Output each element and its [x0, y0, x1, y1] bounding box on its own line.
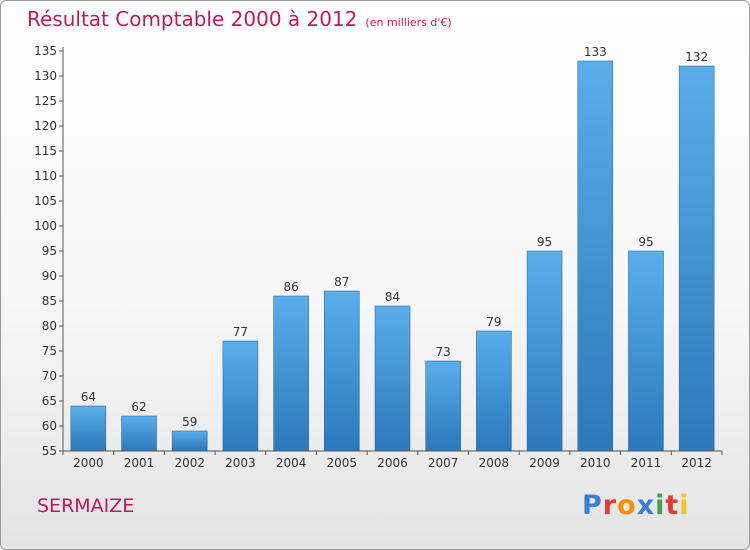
bar-2000 [70, 405, 107, 452]
x-tick-label-2005: 2005 [327, 456, 358, 470]
x-tick-label-2000: 2000 [73, 456, 104, 470]
x-tick-label-2002: 2002 [174, 456, 205, 470]
bar-2002 [171, 430, 208, 452]
y-tick-label-135: 135 [34, 44, 57, 58]
x-tick-label-2008: 2008 [479, 456, 510, 470]
data-label-2009: 95 [537, 235, 552, 249]
chart-title: Résultat Comptable 2000 à 2012 (en millie… [27, 7, 452, 31]
logo-letter: P [582, 490, 603, 521]
y-tick-label-75: 75 [42, 344, 57, 358]
y-tick-label-110: 110 [34, 169, 57, 183]
logo-letter: i [655, 490, 666, 521]
y-tick-label-100: 100 [34, 219, 57, 233]
bar-2010 [577, 60, 614, 452]
x-tick-label-2010: 2010 [580, 456, 611, 470]
data-label-2004: 86 [283, 280, 298, 294]
proxiti-logo: Proxiti [582, 490, 690, 521]
logo-letter: i [679, 490, 690, 521]
x-tick-label-2004: 2004 [276, 456, 307, 470]
x-tick-label-2009: 2009 [529, 456, 560, 470]
y-tick-label-105: 105 [34, 194, 57, 208]
logo-letter: r [602, 490, 618, 521]
chart-subtitle: (en milliers d'€) [365, 16, 452, 29]
y-tick-label-115: 115 [34, 144, 57, 158]
bar-2005 [324, 290, 360, 452]
y-tick-label-95: 95 [42, 244, 57, 258]
y-tick-label-55: 55 [42, 444, 57, 458]
y-tick-label-65: 65 [42, 394, 57, 408]
x-tick-label-2003: 2003 [225, 456, 256, 470]
data-label-2003: 77 [233, 325, 248, 339]
data-label-2011: 95 [638, 235, 653, 249]
chart-title-text: Résultat Comptable 2000 à 2012 [27, 7, 358, 31]
x-tick-label-2006: 2006 [377, 456, 408, 470]
data-label-2007: 73 [436, 345, 451, 359]
bar-2001 [121, 415, 157, 452]
x-tick-label-2007: 2007 [428, 456, 459, 470]
y-tick-label-85: 85 [42, 294, 57, 308]
bar-2012 [678, 65, 715, 452]
y-tick-label-60: 60 [42, 419, 57, 433]
y-tick-label-90: 90 [42, 269, 57, 283]
bar-2003 [222, 340, 259, 452]
data-label-2006: 84 [385, 290, 400, 304]
bar-2006 [374, 305, 411, 452]
data-label-2000: 64 [81, 390, 96, 404]
bar-2004 [273, 295, 309, 452]
y-tick-label-70: 70 [42, 369, 57, 383]
data-label-2010: 133 [584, 45, 607, 59]
data-label-2002: 59 [182, 415, 197, 429]
bar-2007 [425, 360, 461, 452]
y-tick-label-130: 130 [34, 69, 57, 83]
x-tick-label-2011: 2011 [631, 456, 662, 470]
bar-2011 [628, 250, 664, 452]
y-tick-label-80: 80 [42, 319, 57, 333]
commune-name: SERMAIZE [37, 495, 135, 517]
logo-letter: o [617, 490, 637, 521]
logo-letter: t [665, 490, 680, 521]
data-label-2012: 132 [685, 50, 708, 64]
bar-2009 [526, 250, 563, 452]
y-tick-label-125: 125 [34, 94, 57, 108]
y-tick-label-120: 120 [34, 119, 57, 133]
logo-letter: x [636, 490, 656, 521]
data-label-2008: 79 [486, 315, 501, 329]
bar-2008 [476, 330, 512, 452]
x-tick-label-2001: 2001 [124, 456, 155, 470]
data-label-2005: 87 [334, 275, 349, 289]
data-label-2001: 62 [131, 400, 146, 414]
x-tick-label-2012: 2012 [681, 456, 712, 470]
